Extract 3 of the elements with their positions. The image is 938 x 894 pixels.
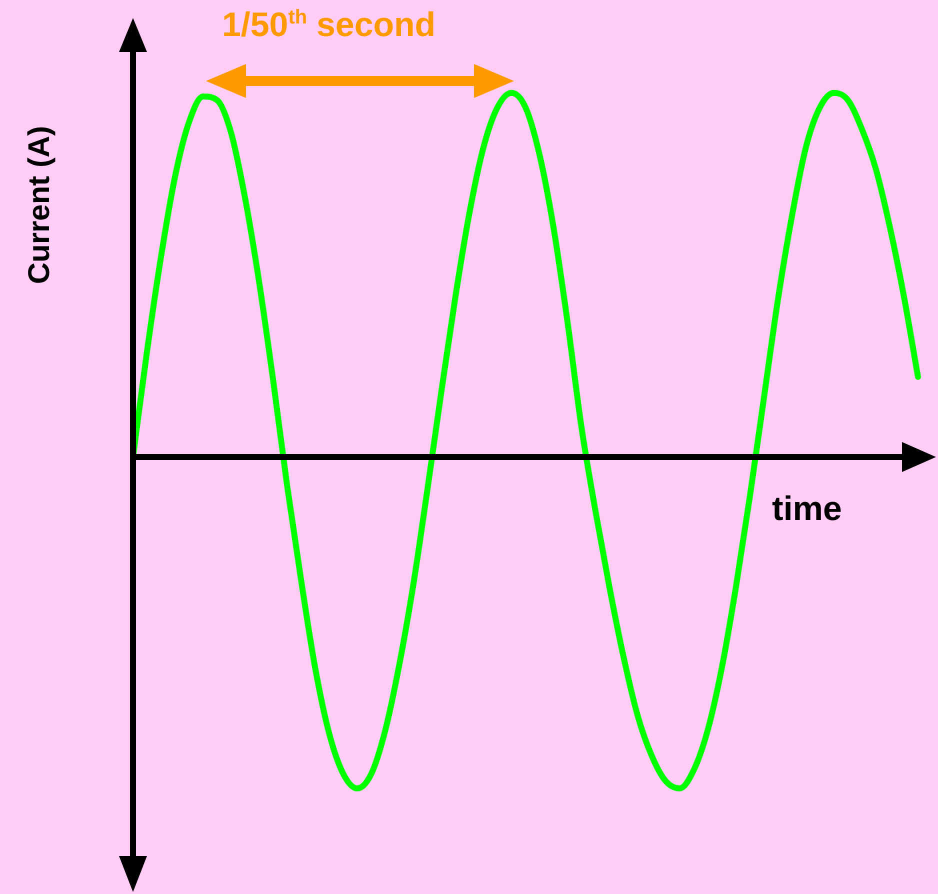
y-axis-title: Current (A) [23, 126, 57, 284]
text: 1/50$^{th}$ second [222, 6, 436, 45]
x-axis-title: time [772, 490, 842, 529]
